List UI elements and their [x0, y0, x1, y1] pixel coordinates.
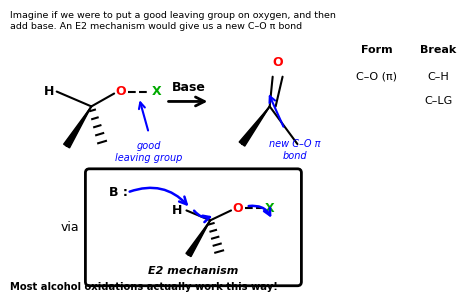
Text: B :: B :: [109, 186, 128, 199]
Text: Form: Form: [361, 45, 392, 55]
Text: H: H: [172, 204, 182, 217]
Text: Base: Base: [172, 81, 205, 94]
Text: X: X: [152, 85, 162, 98]
Text: C–LG: C–LG: [424, 96, 452, 107]
Text: E2 mechanism: E2 mechanism: [148, 266, 238, 276]
FancyBboxPatch shape: [85, 169, 301, 286]
Text: via: via: [60, 221, 79, 234]
Text: Imagine if we were to put a good leaving group on oxygen, and then
add base. An : Imagine if we were to put a good leaving…: [10, 11, 336, 31]
Text: X: X: [265, 202, 274, 215]
Polygon shape: [186, 220, 210, 257]
Text: Most alcohol oxidations actually work this way!: Most alcohol oxidations actually work th…: [10, 282, 278, 292]
Text: good
leaving group: good leaving group: [115, 141, 182, 163]
Text: O: O: [233, 202, 243, 215]
Text: new C–O π
bond: new C–O π bond: [269, 139, 320, 161]
Polygon shape: [64, 107, 91, 148]
Text: C–O (π): C–O (π): [356, 72, 397, 82]
Text: H: H: [45, 85, 55, 98]
Text: Break: Break: [420, 45, 456, 55]
Polygon shape: [239, 107, 270, 146]
Text: O: O: [272, 56, 283, 69]
Text: C–H: C–H: [427, 72, 449, 82]
Text: O: O: [116, 85, 127, 98]
